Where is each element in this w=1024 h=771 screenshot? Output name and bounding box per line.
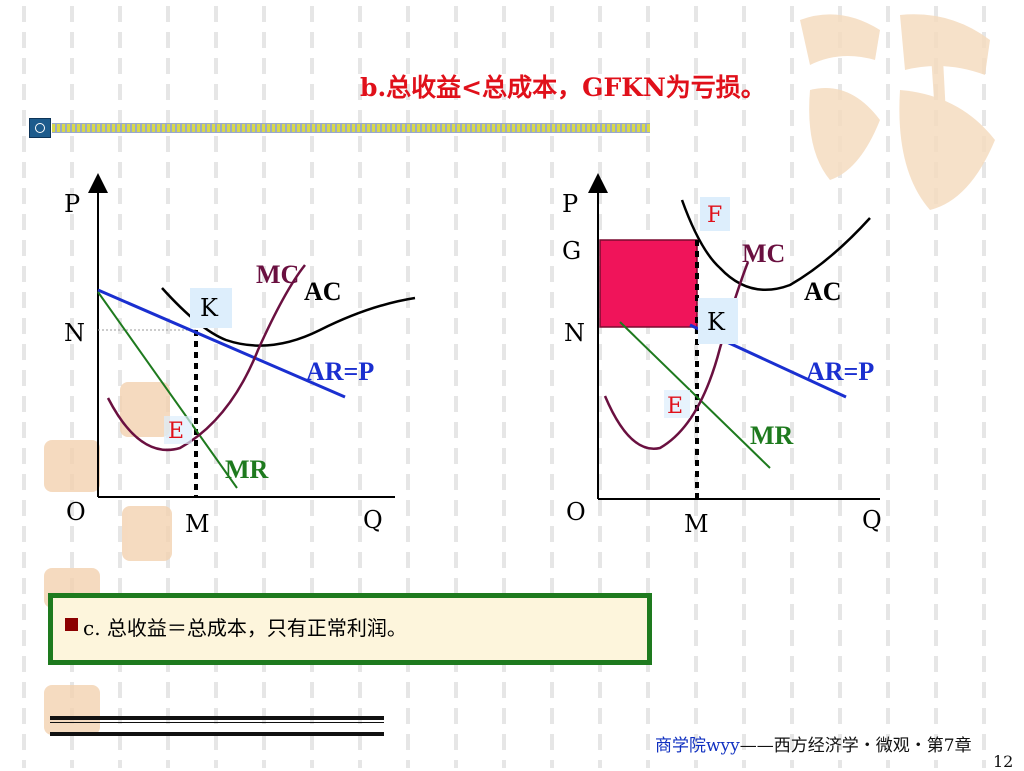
right-ac-curve — [680, 199, 871, 292]
note-box: c. 总收益＝总成本，只有正常利润。 — [48, 593, 652, 665]
left-n-label: N — [64, 319, 85, 347]
left-origin-label: O — [66, 498, 86, 526]
note-text: c. 总收益＝总成本，只有正常利润。 — [83, 616, 407, 640]
left-ar-label: AR=P — [306, 357, 374, 386]
footer-school: 商学院wyy — [655, 736, 740, 756]
left-e-box — [164, 416, 192, 444]
bullet-icon — [65, 618, 78, 631]
page-number: 12 — [993, 752, 1014, 771]
footer-course: ——西方经济学・微观・第7章 — [739, 736, 972, 756]
decorative-seal-large — [800, 14, 995, 210]
right-ac-label: AC — [804, 277, 842, 306]
right-diagram: P G N O M Q F K E MC AC AR=P MR — [562, 173, 882, 538]
left-e-label: E — [168, 419, 184, 444]
right-mr-curve — [619, 321, 771, 469]
left-mc-label: MC — [256, 260, 299, 289]
left-m-label: M — [185, 510, 210, 538]
right-q-label: Q — [862, 506, 882, 534]
right-p-label: P — [562, 190, 578, 218]
right-f-box — [700, 197, 730, 231]
right-mr-label: MR — [750, 421, 794, 450]
left-q-label: Q — [363, 506, 383, 534]
left-mc-curve — [106, 264, 306, 452]
right-e-label: E — [667, 394, 683, 419]
footer-divider — [50, 716, 384, 736]
right-ar-label: AR=P — [806, 357, 874, 386]
right-k-label: K — [707, 308, 726, 336]
left-k-label: K — [200, 294, 219, 322]
right-loss-area — [599, 239, 698, 328]
right-f-label: F — [707, 203, 722, 228]
left-ac-label: AC — [304, 277, 342, 306]
left-ar-curve — [97, 288, 346, 399]
right-m-label: M — [684, 510, 709, 538]
right-origin-label: O — [566, 498, 586, 526]
footer: 商学院wyy——西方经济学・微观・第7章 — [655, 731, 972, 756]
left-mr-curve — [97, 291, 238, 489]
left-p-label: P — [64, 190, 80, 218]
right-mc-label: MC — [742, 239, 785, 268]
right-e-box — [664, 390, 690, 418]
right-k-box — [698, 298, 738, 344]
right-n-label: N — [564, 319, 585, 347]
right-g-label: G — [562, 237, 581, 265]
slide-nav-icon[interactable] — [29, 118, 51, 138]
slide-title: b.总收益<总成本，GFKN为亏损。 — [360, 73, 766, 102]
decorative-divider — [52, 123, 650, 133]
left-diagram: P N O M Q K E MC AC AR=P MR — [64, 173, 416, 538]
left-mr-label: MR — [225, 455, 269, 484]
left-k-box — [190, 288, 232, 328]
